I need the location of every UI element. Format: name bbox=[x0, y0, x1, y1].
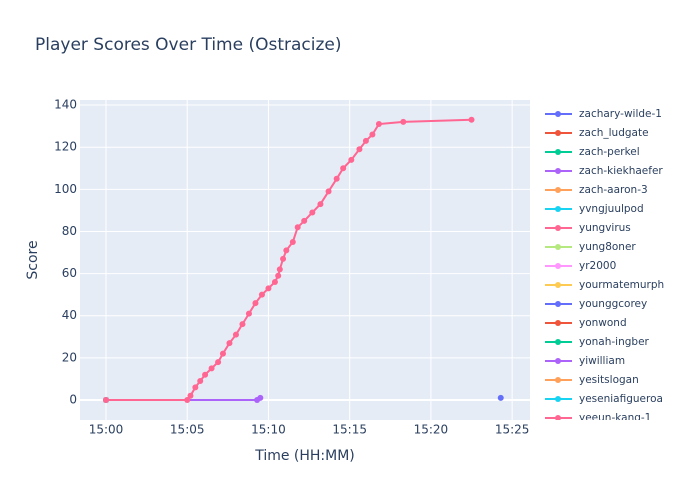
legend-marker bbox=[555, 130, 561, 136]
legend-label: zachary-wilde-1 bbox=[579, 108, 662, 120]
legend-label: yeeun-kang-1 bbox=[579, 412, 651, 424]
x-tick-label: 15:10 bbox=[251, 423, 286, 437]
data-point bbox=[497, 394, 504, 401]
y-tick-label: 20 bbox=[62, 350, 77, 364]
legend-marker bbox=[555, 168, 561, 174]
y-tick-label: 80 bbox=[62, 224, 77, 238]
legend-marker bbox=[555, 206, 561, 212]
data-point bbox=[283, 247, 290, 254]
data-point bbox=[468, 116, 475, 123]
y-tick-label: 140 bbox=[54, 98, 77, 112]
data-point bbox=[362, 137, 369, 144]
legend-marker bbox=[555, 320, 561, 326]
legend-marker bbox=[555, 358, 561, 364]
data-point bbox=[340, 165, 347, 172]
data-point bbox=[252, 300, 259, 307]
y-tick-label: 120 bbox=[54, 140, 77, 154]
data-point bbox=[309, 209, 316, 216]
data-point bbox=[356, 146, 363, 153]
data-point bbox=[192, 384, 199, 391]
legend-label: zach-aaron-3 bbox=[579, 184, 648, 196]
data-point bbox=[187, 392, 194, 399]
legend-marker bbox=[555, 377, 561, 383]
y-tick-label: 0 bbox=[69, 392, 77, 406]
data-point bbox=[258, 291, 265, 298]
data-point bbox=[215, 359, 222, 366]
chart-title: Player Scores Over Time (Ostracize) bbox=[35, 35, 342, 55]
data-point bbox=[102, 396, 109, 403]
legend-label: yr2000 bbox=[579, 260, 616, 272]
x-tick-label: 15:05 bbox=[170, 423, 205, 437]
legend-marker bbox=[555, 111, 561, 117]
legend-marker bbox=[555, 244, 561, 250]
legend-label: younggcorey bbox=[579, 298, 647, 310]
data-point bbox=[289, 238, 296, 245]
data-point bbox=[317, 201, 324, 208]
data-point bbox=[245, 310, 252, 317]
x-tick-label: 15:20 bbox=[414, 423, 449, 437]
data-point bbox=[301, 217, 308, 224]
legend-marker bbox=[555, 225, 561, 231]
legend-label: zach_ludgate bbox=[579, 127, 649, 139]
legend-marker bbox=[555, 301, 561, 307]
legend-marker bbox=[555, 282, 561, 288]
data-point bbox=[232, 331, 239, 338]
legend-label: yonwond bbox=[579, 317, 627, 329]
legend-label: yourmatemurph bbox=[579, 279, 664, 291]
x-axis-label: Time (HH:MM) bbox=[254, 448, 355, 464]
data-point bbox=[375, 121, 382, 128]
data-point bbox=[276, 266, 283, 273]
x-tick-label: 15:00 bbox=[89, 423, 124, 437]
data-point bbox=[265, 285, 272, 292]
data-point bbox=[271, 279, 278, 286]
data-point bbox=[184, 396, 191, 403]
data-point bbox=[280, 255, 287, 262]
legend-label: zach-perkel bbox=[579, 146, 640, 158]
y-tick-label: 100 bbox=[54, 182, 77, 196]
data-point bbox=[257, 394, 264, 401]
legend-marker bbox=[555, 339, 561, 345]
data-point bbox=[239, 321, 246, 328]
legend-label: yungvirus bbox=[579, 222, 631, 234]
data-point bbox=[202, 371, 209, 378]
data-point bbox=[400, 118, 407, 125]
data-point bbox=[197, 378, 204, 385]
data-point bbox=[208, 365, 215, 372]
data-point bbox=[348, 156, 355, 163]
y-tick-label: 60 bbox=[62, 266, 77, 280]
data-point bbox=[226, 340, 233, 347]
legend-label: yesitslogan bbox=[579, 374, 639, 386]
data-point bbox=[369, 131, 376, 138]
legend-marker bbox=[555, 263, 561, 269]
x-tick-label: 15:25 bbox=[495, 423, 530, 437]
data-point bbox=[333, 175, 340, 182]
y-axis-label: Score bbox=[25, 240, 41, 279]
legend-marker bbox=[555, 149, 561, 155]
legend-label: yvngjuulpod bbox=[579, 203, 644, 215]
x-tick-label: 15:15 bbox=[332, 423, 367, 437]
legend-label: yeseniafigueroa bbox=[579, 393, 663, 405]
legend-label: yiwilliam bbox=[579, 355, 625, 367]
legend-label: yonah-ingber bbox=[579, 336, 650, 348]
y-tick-label: 40 bbox=[62, 308, 77, 322]
data-point bbox=[325, 188, 332, 195]
legend-marker bbox=[555, 396, 561, 402]
data-point bbox=[294, 224, 301, 231]
legend-label: zach-kiekhaefer bbox=[579, 165, 663, 177]
plot-area bbox=[80, 100, 530, 420]
legend-label: yung8oner bbox=[579, 241, 636, 253]
data-point bbox=[219, 350, 226, 357]
legend-marker bbox=[555, 415, 561, 420]
data-point bbox=[275, 272, 282, 279]
legend-marker bbox=[555, 187, 561, 193]
